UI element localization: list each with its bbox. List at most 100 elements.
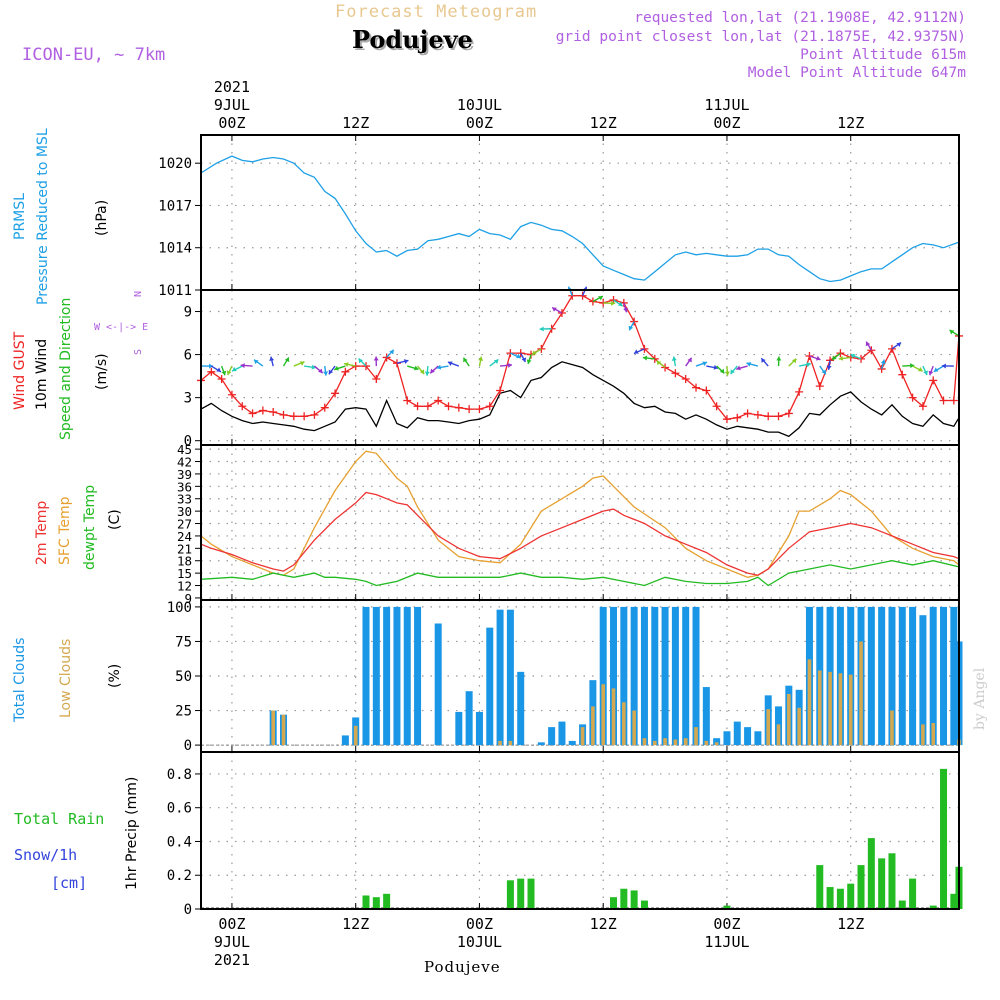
wind-arrow-head [746,361,752,367]
low-cloud-bar [622,702,626,746]
y-tick-label: 9 [184,305,192,321]
gust-point [949,396,958,405]
total-cloud-bar [486,627,494,746]
rain-bar [517,878,525,909]
top-time-label: 9JUL [214,96,250,114]
low-cloud-bar [704,740,709,746]
low-cloud-bar [663,738,667,746]
total-cloud-bar [455,711,463,746]
gust-point [403,396,412,405]
rain-bar [816,865,824,909]
bottom-time-label: 00Z [713,915,740,933]
sfc-temp-series-line [200,450,960,578]
wind-arrow-head [209,363,213,369]
wind-dir-label: Speed and Direction [58,298,74,440]
temp-unit: (C) [107,509,123,530]
gust-point [289,412,298,421]
low-cloud-bar [931,722,936,746]
total-cloud-bar [610,606,618,746]
gust-point [320,403,329,412]
wind-arrow-head [730,369,735,375]
top-time-label: 12Z [837,114,864,132]
rain-bar [898,900,906,909]
wind-arrow-head [791,358,797,364]
rain-bar [506,880,514,909]
total-cloud-bar [414,606,422,746]
total-cloud-bar [723,731,731,746]
y-tick-label: 50 [175,669,192,685]
gust-point [692,383,701,392]
low-cloud-bar [848,674,853,746]
pressure-series-line [200,155,960,283]
gust-point [630,317,639,326]
rain-label: Total Rain [14,810,104,828]
total-cloud-bar [558,721,566,746]
wind-arrow-head [821,369,826,375]
gust-point [578,291,587,300]
total-cloud-bar [630,606,638,746]
total-cloud-bar [362,606,370,746]
location-title-main: Podujeve [352,25,473,54]
wind-arrow-head [815,355,821,361]
gust-point [444,402,453,411]
gust-point [898,370,907,379]
wind-arrow-head [419,369,425,375]
bottom-time-label: 00Z [218,915,245,933]
y-tick-label: 75 [175,634,192,650]
wind-arrow-head [299,361,305,366]
compass-we: W <-|-> E [94,322,148,333]
gust-point [568,291,577,300]
wind-arrow-head [311,364,316,370]
wind-arrow-head [516,353,521,359]
y-tick-label: 15 [177,566,192,581]
low-cloud-bar [652,740,657,746]
wind-10m-label: 10m Wind [34,339,50,410]
total-cloud-bar [940,606,948,746]
low-cloud-bar [807,659,812,746]
gust-point [774,412,783,421]
rain-bar [372,897,380,909]
location-title: Podujeve [354,27,475,56]
gust-point [496,386,505,395]
rain-bar [383,893,391,909]
low-cloud-bar [611,688,616,746]
low-cloud-label: Low Clouds [58,639,74,718]
rain-bar [610,897,618,909]
gust-point [413,402,422,411]
gust-point [227,390,236,399]
low-cloud-bar [838,673,843,746]
wind-arrow-head [507,362,512,368]
total-cloud-bar [929,606,937,746]
wind-arrow-head [334,365,339,371]
y-tick-label: 12 [177,579,192,594]
top-time-label: 12Z [342,114,369,132]
wind-arrow-head [702,361,707,367]
y-tick-label: 36 [177,479,192,494]
pressure-unit: (hPa) [94,200,110,236]
gust-point [702,386,711,395]
wind-arrow-head [552,307,557,312]
wind-arrow-head [949,330,955,335]
gust-point [712,402,721,411]
low-cloud-bar [683,738,688,746]
rain-bar [878,858,886,909]
y-tick-label: 30 [177,504,192,519]
wind-arrow-head [910,363,915,369]
dew-label: dewpt Temp [82,485,98,570]
wind-arrow-head [776,356,782,361]
low-cloud-bar [797,707,801,746]
y-tick-label: 1011 [158,283,192,299]
gust-point [887,344,896,353]
wind-arrow-head [323,371,329,376]
top-time-label: 10JUL [457,96,502,114]
total-cloud-bar [517,671,525,746]
rain-bar [847,883,855,909]
wind-labels: Wind GUST 10m Wind Speed and Direction (… [12,291,148,440]
total-cloud-bar [640,606,648,746]
y-tick-label: 0 [184,434,192,450]
wind-arrow-head [656,360,662,366]
wind-arrow-head [713,364,719,370]
y-tick-label: 24 [177,529,192,544]
y-tick-label: 45 [177,442,192,457]
